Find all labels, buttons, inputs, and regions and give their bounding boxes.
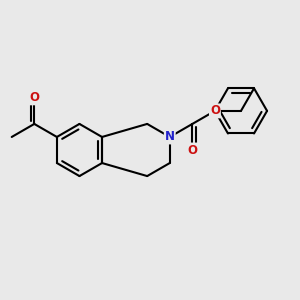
Text: O: O bbox=[187, 143, 197, 157]
Text: N: N bbox=[165, 130, 175, 143]
Text: O: O bbox=[29, 92, 39, 104]
Text: O: O bbox=[210, 104, 220, 117]
